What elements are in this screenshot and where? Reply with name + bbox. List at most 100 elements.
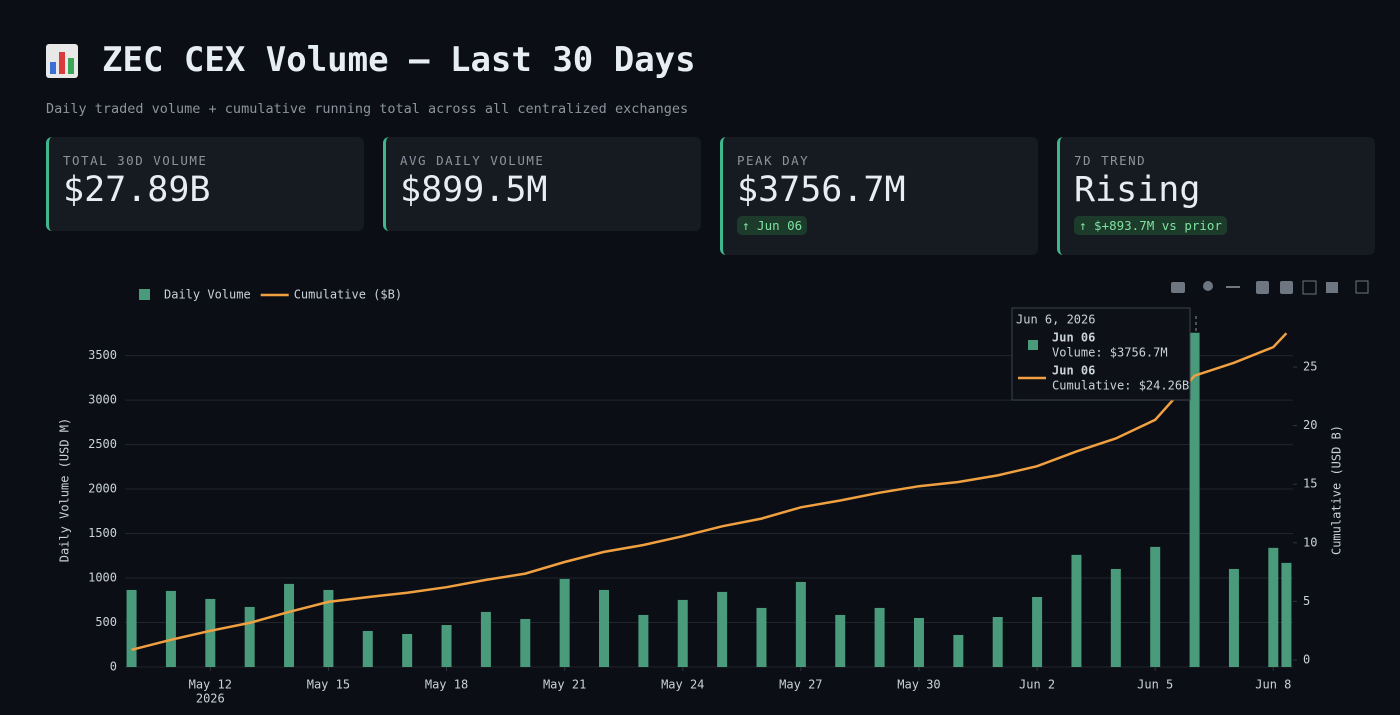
tool-fullscreen[interactable] [1355,280,1369,294]
bar [835,614,846,667]
tooltip-title: Jun 6, 2026 [1016,313,1095,327]
y2-tick-label: 0 [1303,652,1310,666]
tool-pan[interactable] [1226,286,1240,288]
bar [1189,332,1200,667]
y-tick-label: 500 [95,615,117,629]
stat-card: AVG DAILY VOLUME $899.5M [383,137,701,231]
bar [520,618,531,667]
x-tick-label: May 18 [425,678,468,692]
bar [913,617,924,667]
bar [480,611,491,667]
bar [638,614,649,667]
card-value: Rising [1074,170,1201,210]
y2-tick-label: 5 [1303,594,1310,608]
legend-label: Daily Volume [164,288,251,302]
bar [284,583,295,667]
title-icon [46,44,78,78]
y2-tick-label: 25 [1303,360,1317,374]
tooltip-text: Volume: $3756.7M [1052,346,1168,360]
x-tick-year: 2026 [196,692,225,706]
card-label: TOTAL 30D VOLUME [63,153,208,168]
card-value: $899.5M [400,170,548,210]
x-tick-label: May 12 [189,678,232,692]
y-tick-label: 3000 [88,393,117,407]
bar [1071,554,1082,667]
tooltip-text: Cumulative: $24.26B [1052,379,1189,393]
x-tick-label: May 24 [661,678,704,692]
bar [1228,568,1239,667]
y-tick-label: 1000 [88,571,117,585]
bar [599,589,610,667]
tool-autoscale[interactable] [1302,280,1317,295]
card-badge: ↑ Jun 06 [737,216,808,235]
tool-zoom[interactable] [1203,281,1213,291]
tooltip-head: Jun 06 [1052,364,1095,378]
card-label: PEAK DAY [737,153,810,168]
bar [756,607,767,667]
legend-item: Daily Volume [139,288,251,302]
legend-label: Cumulative ($B) [294,288,402,302]
bar [677,599,688,667]
y2-tick-label: 10 [1303,535,1317,549]
tooltip-swatch [1028,340,1038,350]
y-tick-label: 1500 [88,526,117,540]
bar [402,633,413,667]
card-value: $27.89B [63,170,211,210]
tooltip-box [1011,307,1191,401]
title: ZEC CEX Volume — Last 30 Days [102,40,696,80]
card-badge: ↑ $+893.7M vs prior [1074,216,1227,235]
x-tick-label: Jun 2 [1019,678,1055,692]
y-tick-label: 2000 [88,482,117,496]
toolbar [1171,280,1369,295]
bar [1281,562,1292,667]
x-tick-label: Jun 8 [1255,678,1291,692]
bar [362,630,373,667]
bar [1032,596,1043,667]
y-tick-label: 0 [110,660,117,674]
tool-zoom-in[interactable] [1256,281,1269,294]
y2-tick-label: 15 [1303,477,1317,491]
bar [874,607,885,667]
x-tick-label: May 27 [779,678,822,692]
y-tick-label: 3500 [88,348,117,362]
y2-tick-label: 20 [1303,418,1317,432]
bar [205,598,216,667]
bar [441,625,452,667]
x-tick-label: May 21 [543,678,586,692]
bar [559,578,570,667]
legend-swatch [139,289,150,300]
tool-zoom-out[interactable] [1280,281,1293,294]
card-label: AVG DAILY VOLUME [400,153,545,168]
bar [1268,547,1279,667]
x-tick-label: May 30 [897,678,940,692]
x-tick-label: May 15 [307,678,350,692]
bar [953,634,964,667]
bar [1150,546,1161,667]
card-value: $3756.7M [737,170,906,210]
tooltip-head: Jun 06 [1052,331,1095,345]
y-tick-label: 2500 [88,437,117,451]
x-tick-label: Jun 5 [1137,678,1173,692]
subtitle: Daily traded volume + cumulative running… [46,101,689,117]
legend-item: Cumulative ($B) [260,288,402,302]
bar [165,590,176,667]
bar [795,581,806,667]
y-axis-title: Daily Volume (USD M) [58,418,72,563]
stat-card: 7D TREND Rising ↑ $+893.7M vs prior [1057,137,1375,255]
bar [323,589,334,667]
bar [717,591,728,667]
bar [992,616,1003,667]
stat-card: PEAK DAY $3756.7M ↑ Jun 06 [720,137,1038,255]
bar [126,589,137,667]
stat-card: TOTAL 30D VOLUME $27.89B [46,137,364,231]
y2-axis-title: Cumulative (USD B) [1330,425,1344,555]
tool-reset[interactable] [1326,282,1338,293]
bar [244,606,255,667]
line [131,332,1288,652]
card-label: 7D TREND [1074,153,1147,168]
bar [1110,568,1121,667]
tool-camera[interactable] [1171,282,1185,293]
